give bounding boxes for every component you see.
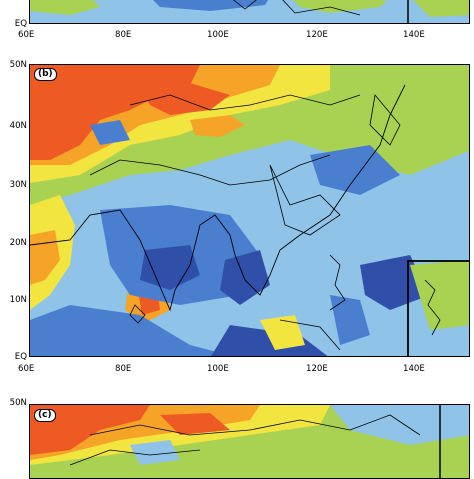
panel-c-ylabel-50n: 50N	[9, 398, 27, 408]
panel-b-ylabel-50n: 50N	[9, 60, 27, 70]
panel-b-ylabel-eq: EQ	[14, 352, 27, 362]
panel-b-xlabel-100e: 100E	[207, 364, 229, 374]
panel-a-xlabel-60e: 60E	[18, 30, 35, 40]
panel-a-xlabel-100e: 100E	[207, 30, 229, 40]
panel-a-xlabel-120e: 120E	[306, 30, 328, 40]
panel-b-xlabel-80e: 80E	[115, 364, 132, 374]
panel-b-ylabel-30n: 30N	[9, 180, 27, 190]
panel-b-ylabel-20n: 20N	[9, 238, 27, 248]
panel-b-xlabel-140e: 140E	[403, 364, 425, 374]
panel-c-map	[29, 404, 470, 479]
panel-a-map	[29, 0, 470, 24]
panel-b-xlabel-120e: 120E	[306, 364, 328, 374]
panel-c-label: (c)	[34, 409, 56, 422]
panel-a-xlabel-140e: 140E	[403, 30, 425, 40]
panel-b-map	[29, 64, 470, 357]
panel-a-xlabel-80e: 80E	[115, 30, 132, 40]
panel-b-ylabel-10n: 10N	[9, 295, 27, 305]
panel-b-ylabel-40n: 40N	[9, 121, 27, 131]
panel-b-xlabel-60e: 60E	[18, 364, 35, 374]
panel-b-label: (b)	[34, 68, 57, 81]
panel-a-ylabel-eq: EQ	[14, 19, 27, 29]
